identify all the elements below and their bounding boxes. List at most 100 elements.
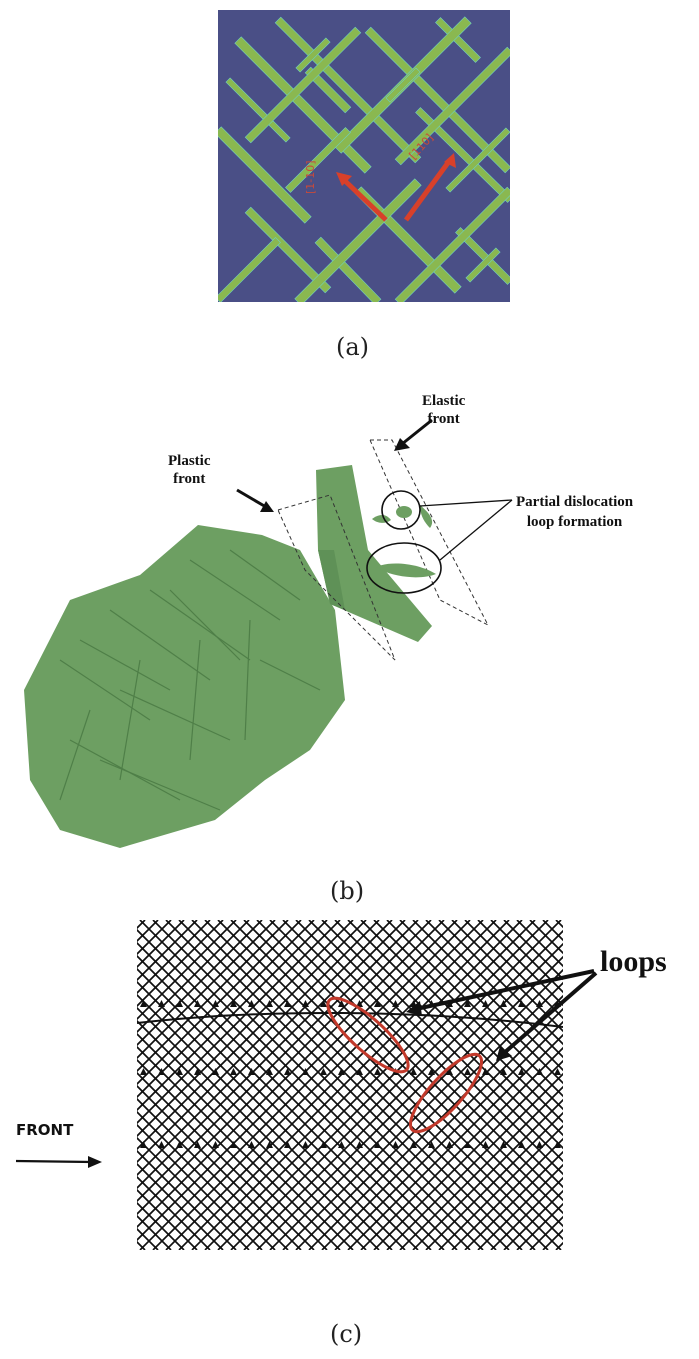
mesh-line — [334, 1020, 563, 1250]
crystal-bulk — [24, 525, 345, 848]
caption-a: (a) — [336, 333, 370, 361]
front-arrowhead — [88, 1156, 102, 1168]
panel-a-image: [1-10] [110] — [218, 10, 510, 302]
caption-c: (c) — [330, 1320, 363, 1348]
mesh-line — [503, 920, 563, 981]
mesh-line — [137, 1188, 198, 1250]
front-line-upper — [137, 1011, 563, 1028]
panel-c: loops FRONT — [0, 915, 699, 1315]
mesh-line — [137, 920, 211, 995]
mesh-line — [438, 920, 563, 1046]
mesh-line — [0, 920, 93, 1250]
dislocation-cusp — [518, 1141, 525, 1148]
panel-b: Elastic front Plastic front Partial disl… — [0, 360, 699, 860]
dislocation-cusp — [554, 1141, 561, 1148]
loops-arrow-1-head — [406, 1001, 422, 1016]
dislocation-cusp — [392, 1000, 399, 1007]
dislocation-cusp — [176, 1068, 183, 1075]
fault-band — [218, 126, 312, 224]
caption-b: (b) — [330, 877, 365, 905]
dislocation-cusp — [500, 1141, 507, 1148]
plastic-front-plane — [277, 494, 396, 661]
elastic-front-label: Elastic front — [422, 393, 466, 427]
dislocation-cusp — [320, 1068, 327, 1075]
dislocation-cusp — [176, 1141, 183, 1148]
fault-band — [244, 26, 362, 144]
mesh-line — [137, 1097, 289, 1250]
dislocation-cusp — [428, 1068, 435, 1075]
mesh-line — [0, 920, 80, 1250]
mesh-line — [137, 1214, 172, 1250]
mesh-line — [425, 1111, 563, 1250]
mesh-line — [137, 920, 172, 956]
dislocation-cusp — [140, 1141, 147, 1148]
dislocation-cusp — [194, 1000, 201, 1007]
arrow-1-10-head — [336, 172, 352, 186]
mesh-line — [412, 920, 563, 1072]
loop-fragment-3 — [376, 563, 436, 578]
dislocation-cusp — [266, 1141, 273, 1148]
mesh-line — [477, 920, 563, 1007]
dislocation-cusp — [464, 1141, 471, 1148]
fault-band — [218, 237, 281, 302]
fault-band — [364, 26, 510, 174]
mesh-line — [137, 920, 198, 982]
partial-loop-label: Partial dislocation loop formation — [516, 494, 634, 530]
dislocation-cusp — [518, 1068, 525, 1075]
mesh-line — [137, 1175, 211, 1250]
plastic-front-label: Plastic front — [168, 453, 211, 487]
mesh-line — [673, 920, 699, 1250]
dislocation-cusp — [284, 1000, 291, 1007]
mesh-line — [0, 920, 132, 1250]
front-arrow — [15, 1159, 93, 1164]
dislocation-cusp — [284, 1141, 291, 1148]
dislocation-cusp — [248, 1141, 255, 1148]
crystal-striation — [119, 689, 231, 741]
plastic-front-arrowhead — [260, 501, 274, 512]
mesh-line — [399, 1085, 563, 1250]
mesh-line — [412, 1098, 563, 1250]
elastic-front-plane — [369, 439, 490, 627]
fault-band — [415, 107, 510, 203]
crystal-striation — [109, 609, 211, 681]
mesh-line — [0, 920, 67, 1250]
fault-band — [465, 247, 501, 283]
dislocation-cusp — [392, 1141, 399, 1148]
dislocation-cusp — [338, 1068, 345, 1075]
dislocation-cusp — [158, 1000, 165, 1007]
dislocation-cusp — [140, 1000, 147, 1007]
mesh-line — [295, 981, 563, 1250]
mesh-line — [477, 1163, 563, 1250]
dislocation-cusp — [248, 1068, 255, 1075]
loop-pointer-1 — [419, 499, 513, 507]
mesh-line — [503, 1189, 563, 1250]
mesh-line — [0, 920, 67, 1250]
front-label: FRONT — [16, 1121, 74, 1139]
loops-arrow-2-head — [496, 1046, 512, 1061]
mesh-line — [0, 920, 80, 1250]
panel-a: [1-10] [110] — [218, 10, 510, 302]
mesh-line — [0, 920, 132, 1250]
crystal-striation — [244, 619, 251, 741]
fault-band — [285, 127, 351, 193]
dislocation-cusp — [158, 1068, 165, 1075]
dislocation-cusp — [302, 1068, 309, 1075]
dislocation-cusp — [500, 1068, 507, 1075]
crystal-striation — [149, 589, 251, 661]
mesh-line — [137, 1201, 185, 1250]
dislocation-cusp — [230, 1141, 237, 1148]
fault-band — [295, 37, 331, 73]
mesh-line — [0, 920, 119, 1250]
dislocation-cusp — [428, 1141, 435, 1148]
loop-ellipse-1 — [326, 996, 410, 1074]
fault-band — [455, 227, 510, 285]
dislocation-cusp — [446, 1068, 453, 1075]
mesh-line — [490, 920, 563, 994]
fault-band — [394, 46, 510, 166]
mesh-line — [137, 1240, 146, 1250]
dislocation-mesh — [0, 920, 699, 1250]
fault-band — [314, 236, 382, 302]
dislocation-cusp — [230, 1068, 237, 1075]
mesh-line — [0, 920, 93, 1250]
mesh-line — [137, 920, 185, 969]
